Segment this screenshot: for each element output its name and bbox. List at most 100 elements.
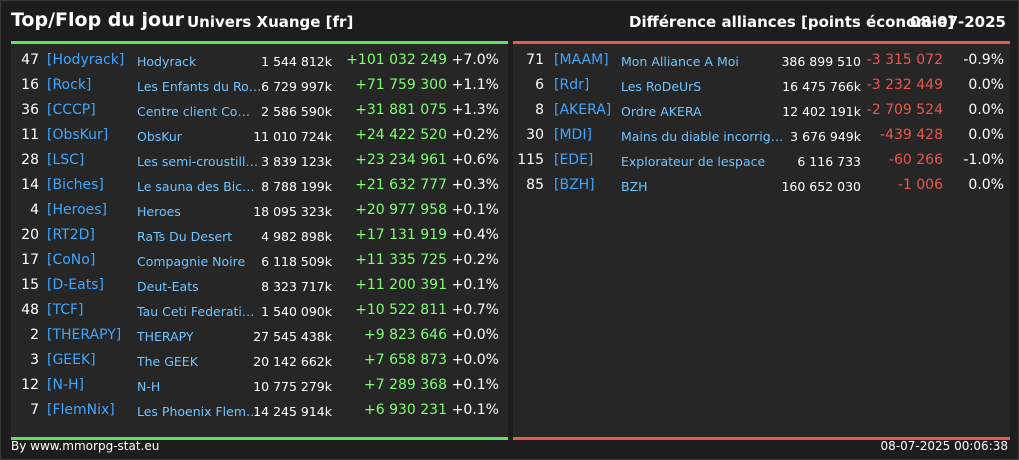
difference-cell: +101 032 249 [346, 52, 447, 68]
difference-cell: +31 881 075 [355, 102, 447, 118]
alliance-name-link[interactable]: Le sauna des Biche… [137, 179, 262, 194]
percent-cell: -1.0% [963, 152, 1004, 168]
difference-cell: +7 289 368 [364, 377, 447, 393]
top-row: 14 [Biches] Le sauna des Biche… 8 788 199k +… [11, 174, 508, 199]
rank-cell: 11 [21, 127, 39, 143]
alliance-tag-link[interactable]: [CCCP] [47, 102, 96, 118]
points-cell: 27 545 438k [253, 329, 332, 344]
points-cell: 1 540 090k [261, 304, 332, 319]
alliance-tag-link[interactable]: [Hodyrack] [47, 52, 125, 68]
alliance-name-link[interactable]: Ordre AKERA [621, 104, 702, 119]
points-cell: 3 839 123k [261, 154, 332, 169]
difference-cell: +11 335 725 [355, 252, 447, 268]
points-cell: 16 475 766k [782, 79, 861, 94]
rank-cell: 15 [21, 277, 39, 293]
top-row: 20 [RT2D] RaTs Du Desert 4 982 898k +17 131 … [11, 224, 508, 249]
date-label: 08-07-2025 [910, 13, 1006, 31]
percent-cell: +0.7% [451, 302, 499, 318]
points-cell: 160 652 030 [781, 179, 861, 194]
alliance-tag-link[interactable]: [MDI] [554, 127, 592, 143]
footer: By www.mmorpg-stat.eu 08-07-2025 00:06:3… [1, 437, 1018, 459]
percent-cell: +0.0% [451, 327, 499, 343]
points-cell: 3 676 949k [790, 129, 861, 144]
flop-panel: 71 [MAAM] Mon Alliance A Moi 386 899 510 -3 … [513, 41, 1010, 440]
alliance-name-link[interactable]: Les RoDeUrS [621, 79, 702, 94]
rank-cell: 16 [21, 77, 39, 93]
alliance-name-link[interactable]: Mon Alliance A Moi [621, 54, 739, 69]
top-row: 47 [Hodyrack] Hodyrack 1 544 812k +101 032 2… [11, 49, 508, 74]
rank-cell: 30 [526, 127, 544, 143]
page-title: Top/Flop du jour [11, 9, 184, 31]
alliance-name-link[interactable]: N-H [137, 379, 161, 394]
alliance-tag-link[interactable]: [RT2D] [47, 227, 95, 243]
difference-cell: +21 632 777 [355, 177, 447, 193]
points-cell: 12 402 191k [782, 104, 861, 119]
points-cell: 6 118 509k [261, 254, 332, 269]
percent-cell: +0.1% [451, 277, 499, 293]
alliance-name-link[interactable]: Les semi-croustilla… [137, 154, 262, 169]
difference-cell: +11 200 391 [355, 277, 447, 293]
flop-row: 71 [MAAM] Mon Alliance A Moi 386 899 510 -3 … [513, 49, 1010, 74]
percent-cell: +0.4% [451, 227, 499, 243]
alliance-tag-link[interactable]: [THERAPY] [47, 327, 122, 343]
points-cell: 4 982 898k [261, 229, 332, 244]
top-row: 3 [GEEK] The GEEK 20 142 662k +7 658 873 +0.0… [11, 349, 508, 374]
points-cell: 8 323 717k [261, 279, 332, 294]
alliance-tag-link[interactable]: [Rock] [47, 77, 92, 93]
rank-cell: 8 [535, 102, 544, 118]
alliance-name-link[interactable]: Centre client Com… [137, 104, 262, 119]
alliance-tag-link[interactable]: [EDE] [554, 152, 594, 168]
alliance-tag-link[interactable]: [BZH] [554, 177, 595, 193]
alliance-tag-link[interactable]: [ObsKur] [47, 127, 109, 143]
percent-cell: +0.3% [451, 177, 499, 193]
points-cell: 1 544 812k [261, 54, 332, 69]
alliance-name-link[interactable]: Explorateur de lespace [621, 154, 766, 169]
alliance-name-link[interactable]: Les Phoenix Flem… [137, 404, 259, 419]
flop-row: 115 [EDE] Explorateur de lespace 6 116 733 -… [513, 149, 1010, 174]
alliance-name-link[interactable]: THERAPY [137, 329, 194, 344]
flop-row: 6 [Rdr] Les RoDeUrS 16 475 766k -3 232 449 0.… [513, 74, 1010, 99]
difference-cell: +20 977 958 [355, 202, 447, 218]
alliance-name-link[interactable]: RaTs Du Desert [137, 229, 233, 244]
alliance-tag-link[interactable]: [LSC] [47, 152, 85, 168]
alliance-name-link[interactable]: Tau Ceti Federatio… [137, 304, 262, 319]
alliance-tag-link[interactable]: [MAAM] [554, 52, 609, 68]
rank-cell: 3 [30, 352, 39, 368]
percent-cell: +0.2% [451, 127, 499, 143]
difference-cell: +6 930 231 [364, 402, 447, 418]
difference-cell: -60 266 [888, 152, 943, 168]
top-row: 15 [D-Eats] Deut-Eats 8 323 717k +11 200 391… [11, 274, 508, 299]
alliance-name-link[interactable]: BZH [621, 179, 648, 194]
points-cell: 386 899 510 [781, 54, 861, 69]
alliance-name-link[interactable]: Heroes [137, 204, 181, 219]
alliance-tag-link[interactable]: [Heroes] [47, 202, 107, 218]
alliance-tag-link[interactable]: [TCF] [47, 302, 84, 318]
alliance-name-link[interactable]: ObsKur [137, 129, 182, 144]
alliance-tag-link[interactable]: [D-Eats] [47, 277, 104, 293]
alliance-tag-link[interactable]: [FlemNix] [47, 402, 115, 418]
difference-cell: -3 232 449 [866, 77, 943, 93]
points-cell: 2 586 590k [261, 104, 332, 119]
flop-list: 71 [MAAM] Mon Alliance A Moi 386 899 510 -3 … [513, 49, 1010, 199]
top-row: 36 [CCCP] Centre client Com… 2 586 590k +31 … [11, 99, 508, 124]
alliance-tag-link[interactable]: [Biches] [47, 177, 104, 193]
alliance-name-link[interactable]: Mains du diable incorrigibles [621, 129, 786, 144]
points-cell: 18 095 323k [253, 204, 332, 219]
alliance-tag-link[interactable]: [GEEK] [47, 352, 96, 368]
footer-timestamp: 08-07-2025 00:06:38 [880, 439, 1008, 453]
rank-cell: 20 [21, 227, 39, 243]
alliance-name-link[interactable]: Hodyrack [137, 54, 197, 69]
top-row: 2 [THERAPY] THERAPY 27 545 438k +9 823 646 +0… [11, 324, 508, 349]
alliance-name-link[interactable]: The GEEK [137, 354, 198, 369]
alliance-name-link[interactable]: Les Enfants du Roc… [137, 79, 262, 94]
alliance-tag-link[interactable]: [Rdr] [554, 77, 590, 93]
rank-cell: 14 [21, 177, 39, 193]
alliance-name-link[interactable]: Deut-Eats [137, 279, 199, 294]
rank-cell: 17 [21, 252, 39, 268]
alliance-tag-link[interactable]: [AKERA] [554, 102, 612, 118]
alliance-tag-link[interactable]: [CoNo] [47, 252, 96, 268]
alliance-tag-link[interactable]: [N-H] [47, 377, 84, 393]
rank-cell: 36 [21, 102, 39, 118]
alliance-name-link[interactable]: Compagnie Noire [137, 254, 246, 269]
header: Top/Flop du jour Univers Xuange [fr] Dif… [1, 1, 1018, 41]
